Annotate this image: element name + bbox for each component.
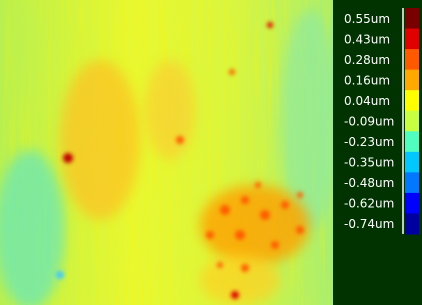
screenshot: 0.55um 0.43um 0.28um 0.16um 0.04um -0.09um -0.…: [0, 0, 422, 305]
legend-label: 0.43um: [344, 32, 390, 46]
legend-label: 0.55um: [344, 12, 390, 26]
height-map-view: 0.55um 0.43um 0.28um 0.16um 0.04um -0.09um -0.…: [0, 0, 422, 305]
legend-label: 0.28um: [344, 53, 390, 67]
legend-label: 0.04um: [344, 94, 390, 108]
height-map: [0, 0, 340, 305]
legend-label: 0.16um: [344, 73, 390, 87]
legend-swatch: [405, 193, 419, 214]
legend-swatch: [405, 213, 419, 234]
legend-label: -0.09um: [344, 115, 394, 129]
legend-swatch: [405, 152, 419, 173]
legend-swatch: [405, 70, 419, 91]
legend-label: -0.62um: [344, 197, 394, 211]
legend-label: -0.35um: [344, 156, 394, 170]
legend-swatch: [405, 49, 419, 70]
legend-swatch: [405, 111, 419, 132]
legend-swatch: [405, 8, 419, 29]
legend: 0.55um 0.43um 0.28um 0.16um 0.04um -0.09um -0.…: [344, 8, 419, 235]
legend-label: -0.74um: [344, 217, 394, 231]
legend-label: -0.48um: [344, 176, 394, 190]
legend-swatch: [405, 90, 419, 111]
legend-label: -0.23um: [344, 135, 394, 149]
legend-swatch: [405, 172, 419, 193]
legend-swatch: [405, 131, 419, 152]
legend-swatch: [405, 29, 419, 50]
